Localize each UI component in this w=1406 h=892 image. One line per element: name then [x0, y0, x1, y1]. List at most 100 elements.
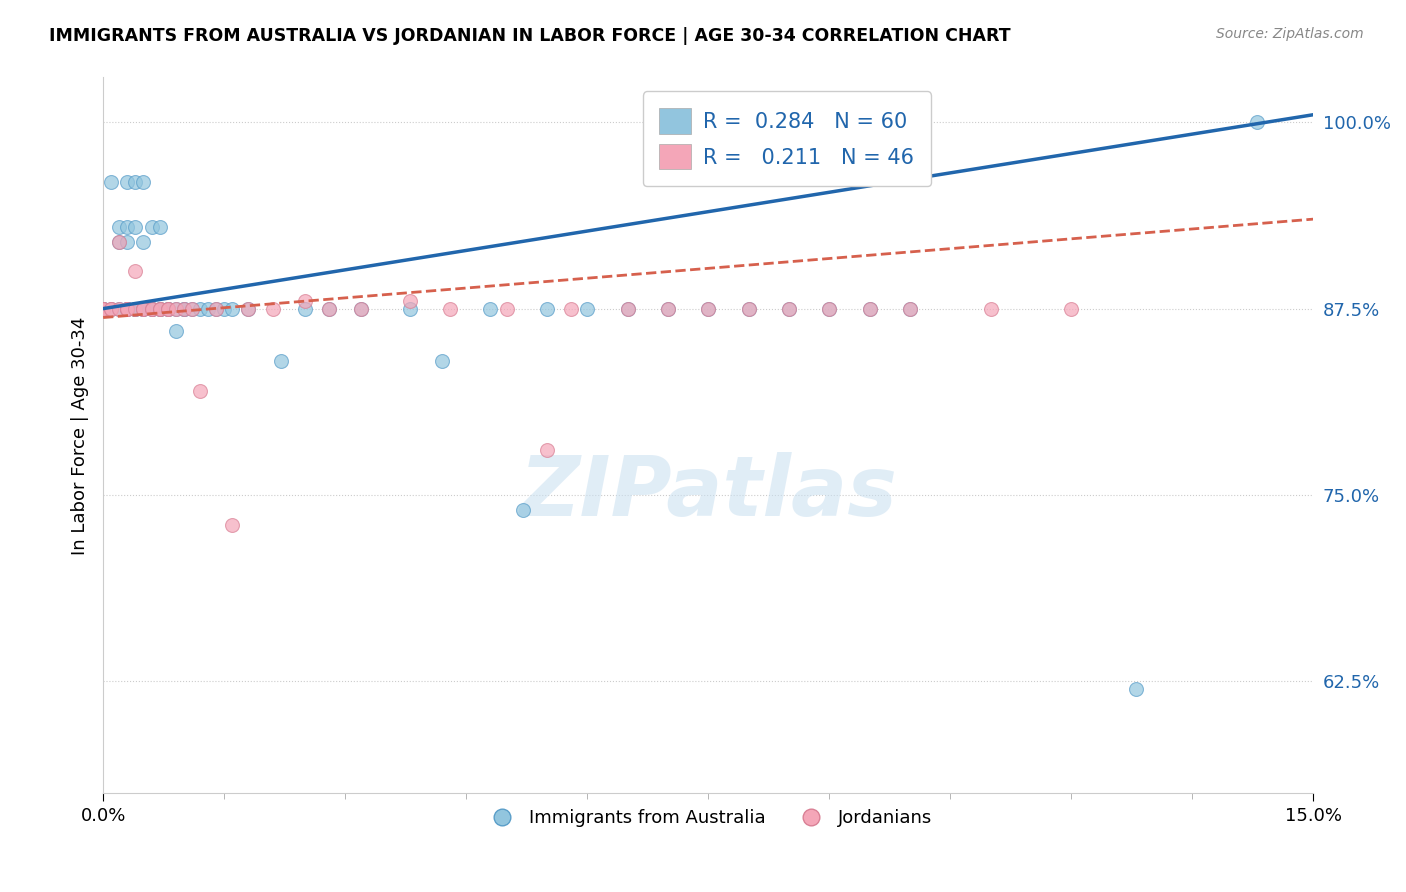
- Point: [657, 301, 679, 316]
- Point: [91, 301, 114, 316]
- Point: [212, 301, 235, 316]
- Point: [1125, 681, 1147, 696]
- Point: [173, 301, 195, 316]
- Point: [536, 443, 558, 458]
- Point: [262, 301, 284, 316]
- Point: [108, 235, 131, 249]
- Point: [117, 301, 139, 316]
- Point: [697, 301, 720, 316]
- Legend: Immigrants from Australia, Jordanians: Immigrants from Australia, Jordanians: [477, 802, 939, 834]
- Point: [697, 301, 720, 316]
- Point: [778, 301, 800, 316]
- Point: [91, 301, 114, 316]
- Point: [117, 175, 139, 189]
- Point: [980, 301, 1002, 316]
- Point: [270, 354, 292, 368]
- Point: [221, 301, 243, 316]
- Point: [616, 301, 638, 316]
- Point: [141, 301, 163, 316]
- Point: [205, 301, 228, 316]
- Point: [858, 301, 880, 316]
- Point: [197, 301, 219, 316]
- Point: [350, 301, 373, 316]
- Point: [117, 301, 139, 316]
- Point: [132, 175, 155, 189]
- Point: [132, 235, 155, 249]
- Point: [898, 301, 921, 316]
- Point: [1246, 115, 1268, 129]
- Point: [156, 301, 179, 316]
- Point: [91, 301, 114, 316]
- Point: [221, 517, 243, 532]
- Point: [124, 301, 146, 316]
- Point: [180, 301, 202, 316]
- Point: [124, 301, 146, 316]
- Point: [205, 301, 228, 316]
- Point: [350, 301, 373, 316]
- Point: [479, 301, 502, 316]
- Point: [91, 301, 114, 316]
- Text: IMMIGRANTS FROM AUSTRALIA VS JORDANIAN IN LABOR FORCE | AGE 30-34 CORRELATION CH: IMMIGRANTS FROM AUSTRALIA VS JORDANIAN I…: [49, 27, 1011, 45]
- Point: [91, 301, 114, 316]
- Point: [132, 301, 155, 316]
- Point: [165, 301, 187, 316]
- Point: [141, 301, 163, 316]
- Point: [100, 175, 122, 189]
- Point: [657, 301, 679, 316]
- Point: [238, 301, 260, 316]
- Point: [294, 294, 316, 309]
- Point: [294, 301, 316, 316]
- Point: [188, 301, 211, 316]
- Y-axis label: In Labor Force | Age 30-34: In Labor Force | Age 30-34: [72, 316, 89, 555]
- Point: [91, 301, 114, 316]
- Point: [188, 384, 211, 398]
- Point: [165, 324, 187, 338]
- Point: [124, 264, 146, 278]
- Point: [512, 503, 534, 517]
- Point: [398, 301, 420, 316]
- Point: [173, 301, 195, 316]
- Text: Source: ZipAtlas.com: Source: ZipAtlas.com: [1216, 27, 1364, 41]
- Point: [898, 301, 921, 316]
- Point: [818, 301, 841, 316]
- Point: [1060, 301, 1083, 316]
- Point: [149, 301, 172, 316]
- Point: [439, 301, 461, 316]
- Point: [149, 219, 172, 234]
- Point: [117, 301, 139, 316]
- Point: [398, 294, 420, 309]
- Point: [108, 219, 131, 234]
- Point: [141, 301, 163, 316]
- Point: [100, 301, 122, 316]
- Point: [149, 301, 172, 316]
- Point: [156, 301, 179, 316]
- Point: [560, 301, 582, 316]
- Point: [165, 301, 187, 316]
- Point: [156, 301, 179, 316]
- Point: [117, 301, 139, 316]
- Point: [124, 219, 146, 234]
- Point: [156, 301, 179, 316]
- Point: [576, 301, 599, 316]
- Point: [132, 301, 155, 316]
- Point: [117, 301, 139, 316]
- Point: [149, 301, 172, 316]
- Point: [124, 175, 146, 189]
- Point: [318, 301, 340, 316]
- Point: [495, 301, 517, 316]
- Point: [141, 301, 163, 316]
- Point: [108, 301, 131, 316]
- Point: [117, 235, 139, 249]
- Point: [180, 301, 202, 316]
- Point: [100, 301, 122, 316]
- Point: [318, 301, 340, 316]
- Point: [737, 301, 759, 316]
- Point: [536, 301, 558, 316]
- Point: [778, 301, 800, 316]
- Point: [616, 301, 638, 316]
- Point: [149, 301, 172, 316]
- Point: [108, 235, 131, 249]
- Point: [132, 301, 155, 316]
- Point: [124, 301, 146, 316]
- Point: [108, 301, 131, 316]
